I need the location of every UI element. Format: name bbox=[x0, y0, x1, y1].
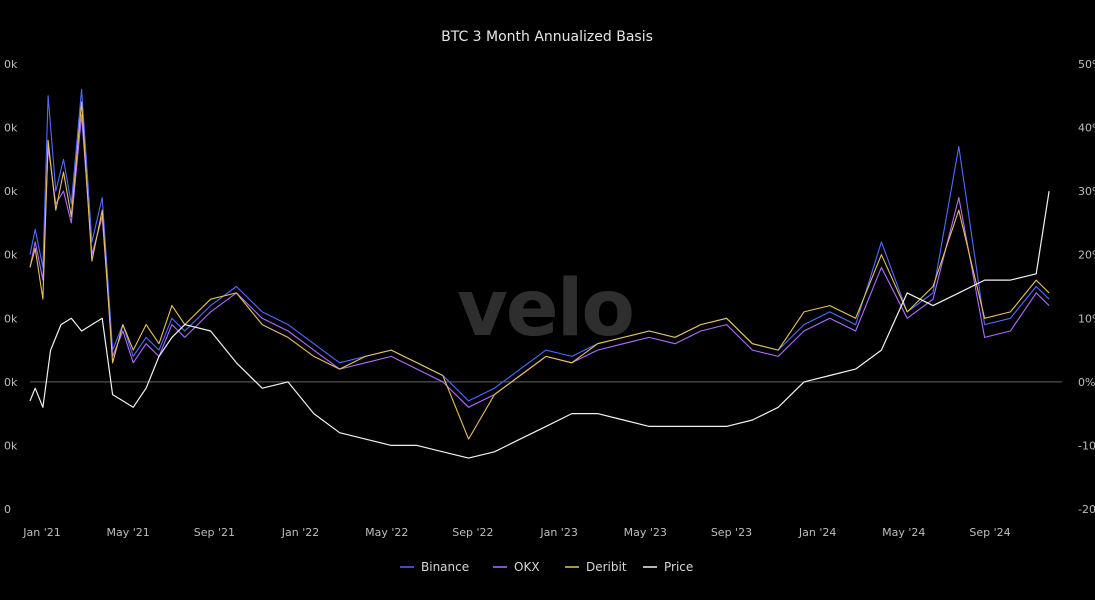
series-line-price bbox=[29, 191, 1050, 459]
right-tick-label: 0% bbox=[1078, 376, 1095, 389]
right-tick-label: -20% bbox=[1078, 503, 1095, 516]
left-axis: 0 0k 0k 0k 0k 0k 0k 0k bbox=[4, 58, 18, 516]
watermark: velo bbox=[457, 264, 633, 354]
x-tick-label: Sep '21 bbox=[194, 526, 235, 539]
series-line-okx bbox=[29, 114, 1050, 408]
x-tick-label: May '24 bbox=[882, 526, 925, 539]
left-tick-label: 0k bbox=[4, 185, 18, 198]
left-tick-label: 0k bbox=[4, 376, 18, 389]
x-tick-label: Sep '23 bbox=[711, 526, 752, 539]
x-tick-label: Sep '24 bbox=[969, 526, 1010, 539]
x-tick-label: Sep '22 bbox=[452, 526, 493, 539]
chart-title: BTC 3 Month Annualized Basis bbox=[441, 29, 653, 45]
x-tick-label: Jan '23 bbox=[539, 526, 577, 539]
legend-item-okx[interactable]: OKX bbox=[514, 560, 540, 574]
legend-item-deribit[interactable]: Deribit bbox=[586, 560, 627, 574]
right-tick-label: 10% bbox=[1078, 312, 1095, 325]
left-tick-label: 0k bbox=[4, 58, 18, 71]
series-line-binance bbox=[29, 88, 1050, 402]
x-tick-label: Jan '22 bbox=[281, 526, 319, 539]
x-tick-label: Jan '24 bbox=[798, 526, 836, 539]
left-tick-label: 0 bbox=[4, 503, 11, 516]
legend-item-price[interactable]: Price bbox=[664, 560, 693, 574]
left-tick-label: 0k bbox=[4, 439, 18, 452]
left-tick-label: 0k bbox=[4, 249, 18, 262]
right-tick-label: 40% bbox=[1078, 122, 1095, 135]
x-tick-label: May '23 bbox=[624, 526, 667, 539]
x-tick-label: May '22 bbox=[365, 526, 408, 539]
x-tick-label: May '21 bbox=[107, 526, 150, 539]
x-tick-label: Jan '21 bbox=[22, 526, 60, 539]
left-tick-label: 0k bbox=[4, 122, 18, 135]
series-line-deribit bbox=[29, 101, 1050, 440]
x-axis: Jan '21 May '21 Sep '21 Jan '22 May '22 Sep '… bbox=[22, 526, 1010, 539]
right-tick-label: 50% bbox=[1078, 58, 1095, 71]
legend: Binance OKX Deribit Price bbox=[400, 560, 693, 574]
right-tick-label: 30% bbox=[1078, 185, 1095, 198]
legend-item-binance[interactable]: Binance bbox=[421, 560, 469, 574]
right-axis: -20% -10% 0% 10% 20% 30% 40% 50% bbox=[1078, 58, 1095, 516]
right-tick-label: -10% bbox=[1078, 439, 1095, 452]
left-tick-label: 0k bbox=[4, 312, 18, 325]
series-lines bbox=[29, 88, 1050, 459]
right-tick-label: 20% bbox=[1078, 249, 1095, 262]
